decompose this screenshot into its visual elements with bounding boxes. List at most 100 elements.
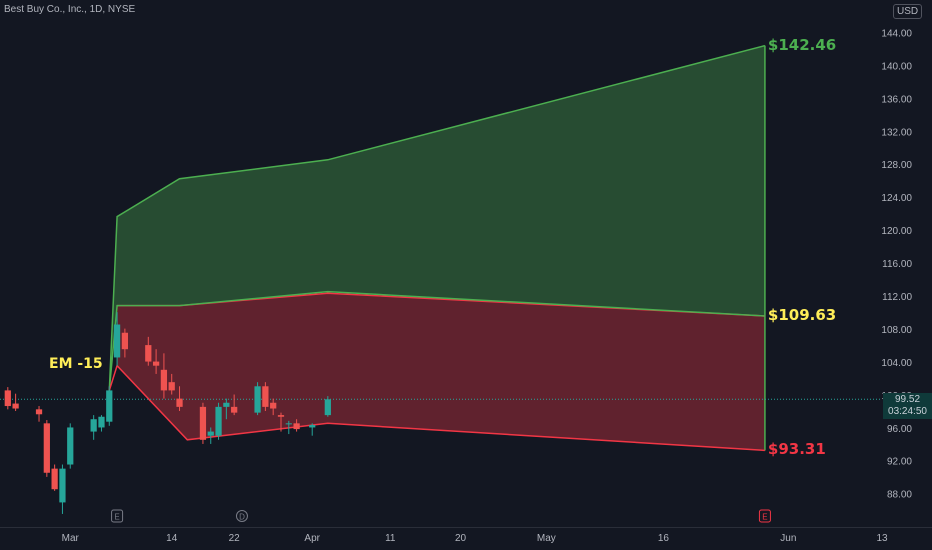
candle <box>199 402 207 444</box>
candle <box>113 312 121 366</box>
x-tick-label: Mar <box>62 533 80 544</box>
y-tick-label: 140.00 <box>881 61 912 72</box>
candle-body <box>223 402 230 407</box>
candle-body <box>4 390 11 407</box>
candle-body <box>199 406 207 440</box>
currency-selector[interactable]: USD <box>893 4 923 19</box>
y-tick-label: 92.00 <box>887 457 912 468</box>
x-tick-label: Apr <box>304 533 320 544</box>
candle <box>51 464 58 491</box>
candle <box>98 415 105 432</box>
candle-body <box>293 423 300 430</box>
candle-body <box>262 386 269 407</box>
candle-body <box>231 406 238 413</box>
candle-body <box>98 416 105 428</box>
y-tick-label: 116.00 <box>882 259 912 270</box>
y-tick-label: 108.00 <box>881 325 912 336</box>
candle-body <box>106 390 113 422</box>
marker-symbol: E <box>762 513 767 522</box>
upper-band-fill <box>109 45 765 391</box>
candle-body <box>277 415 285 417</box>
y-tick-label: 120.00 <box>881 226 912 237</box>
event-marker: E <box>758 509 771 523</box>
candle-body <box>160 369 168 391</box>
candle-body <box>168 382 175 391</box>
current-price-badge: 99.52 03:24:50 <box>883 393 932 419</box>
bar-countdown: 03:24:50 <box>888 406 927 417</box>
candle <box>12 393 19 411</box>
candle-body <box>176 398 183 407</box>
candle <box>293 419 300 432</box>
candle <box>121 328 129 358</box>
earnings-icon <box>111 509 124 523</box>
candle <box>324 396 331 417</box>
x-tick-label: 14 <box>166 533 178 544</box>
x-tick-label: 11 <box>385 533 396 544</box>
candle <box>176 386 183 411</box>
candle-body <box>51 468 58 490</box>
candlesticks <box>4 312 331 514</box>
em-label: EM -15 <box>49 356 103 372</box>
candle-body <box>215 406 222 436</box>
candle <box>67 423 74 469</box>
candle-body <box>121 332 129 350</box>
event-marker: D <box>235 510 248 522</box>
candle <box>152 349 160 374</box>
marker-symbol: D <box>239 513 245 522</box>
candle <box>231 394 238 416</box>
upper-target-label: $142.46 <box>767 35 837 54</box>
lower-band-fill <box>117 293 765 451</box>
candle <box>270 398 277 416</box>
x-tick-label: 13 <box>876 533 888 544</box>
lower-target-label: $93.31 <box>767 440 826 459</box>
x-tick-label: Jun <box>780 533 796 544</box>
candle-body <box>270 402 277 409</box>
candle-body <box>254 386 261 413</box>
upper-band-line <box>108 44 766 391</box>
candle <box>4 387 11 410</box>
candle <box>35 406 43 422</box>
y-tick-label: 124.00 <box>881 193 912 204</box>
candle-body <box>324 399 331 416</box>
candle-body <box>207 431 214 436</box>
dividend-icon <box>235 510 248 522</box>
x-tick-label: 22 <box>229 533 241 544</box>
candle <box>277 412 285 432</box>
candle <box>106 386 113 426</box>
candle <box>168 373 175 395</box>
candle-body <box>145 345 152 362</box>
chart-title: Best Buy Co., Inc., 1D, NYSE <box>4 4 136 15</box>
earnings-icon <box>758 509 771 523</box>
y-tick-label: 88.00 <box>887 490 912 501</box>
x-tick-label: May <box>537 533 556 544</box>
candle <box>254 382 261 416</box>
price-axis: 88.0092.0096.00100.00104.00108.00112.001… <box>881 28 912 500</box>
candle-body <box>113 324 121 358</box>
mid-target-label: $109.63 <box>767 306 837 325</box>
candle-body <box>152 361 160 366</box>
candle-body <box>67 427 74 465</box>
candle-body <box>12 403 19 409</box>
y-tick-label: 128.00 <box>881 160 912 171</box>
candle <box>223 398 230 420</box>
candle-body <box>35 409 43 415</box>
candle <box>160 353 168 399</box>
candle <box>207 427 214 444</box>
candle <box>262 382 269 411</box>
time-axis: Mar 14 22 Apr 11 20 May 16 Jun 13 <box>0 527 932 544</box>
marker-symbol: E <box>114 513 119 522</box>
candle-body <box>90 419 97 432</box>
y-tick-label: 136.00 <box>881 94 912 105</box>
candle <box>285 420 292 435</box>
y-tick-label: 112.00 <box>882 292 912 303</box>
candle-body <box>285 423 292 425</box>
candle <box>43 420 50 477</box>
candle <box>59 464 66 514</box>
current-price-value: 99.52 <box>894 394 921 405</box>
event-marker: E <box>111 509 124 523</box>
projection-bands <box>0 44 882 452</box>
candle <box>215 402 222 440</box>
lower-band-line <box>108 364 765 452</box>
